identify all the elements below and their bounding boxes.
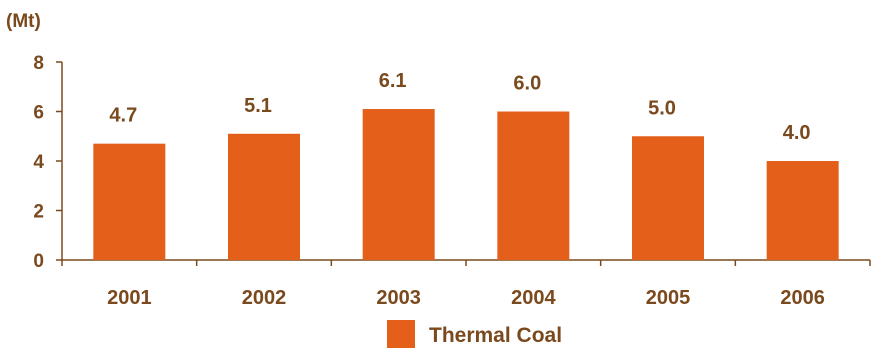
bars bbox=[93, 109, 839, 261]
data-labels: 4.7 5.1 6.1 6.0 5.0 4.0 bbox=[109, 70, 810, 144]
bar-2006 bbox=[766, 161, 839, 260]
x-tick-label-2004: 2004 bbox=[511, 287, 556, 309]
bar-2005 bbox=[632, 136, 704, 260]
bar-2002 bbox=[228, 133, 300, 260]
bar-2001 bbox=[93, 143, 166, 260]
x-tick-label-2006: 2006 bbox=[780, 287, 825, 309]
data-label-2005: 5.0 bbox=[648, 97, 676, 119]
data-label-2006: 4.0 bbox=[783, 122, 811, 144]
y-tick-label: 2 bbox=[33, 202, 44, 223]
bar-2004 bbox=[497, 111, 570, 260]
x-tick-label-2001: 2001 bbox=[107, 287, 152, 309]
x-tick-label-2002: 2002 bbox=[242, 287, 287, 309]
y-tick-label: 8 bbox=[33, 53, 44, 74]
data-label-2002: 5.1 bbox=[244, 95, 272, 117]
legend-label-thermal-coal: Thermal Coal bbox=[429, 324, 562, 347]
legend: Thermal Coal bbox=[387, 320, 562, 348]
x-axis-ticks: 2001 2002 2003 2004 2005 2006 bbox=[107, 287, 825, 309]
x-tick-label-2005: 2005 bbox=[646, 287, 691, 309]
data-label-2003: 6.1 bbox=[379, 70, 407, 92]
x-tick-label-2003: 2003 bbox=[376, 287, 421, 309]
legend-swatch-thermal-coal bbox=[387, 320, 415, 348]
y-axis-ticks: 0 2 4 6 8 bbox=[33, 53, 44, 272]
y-tick-label: 6 bbox=[33, 103, 44, 124]
data-label-2001: 4.7 bbox=[109, 105, 137, 127]
y-tick-label: 4 bbox=[33, 152, 44, 173]
data-label-2004: 6.0 bbox=[513, 73, 541, 95]
y-unit-label: (Mt) bbox=[6, 11, 41, 32]
y-tick-label: 0 bbox=[33, 251, 44, 272]
bar-2003 bbox=[362, 109, 435, 261]
axes bbox=[56, 61, 871, 266]
